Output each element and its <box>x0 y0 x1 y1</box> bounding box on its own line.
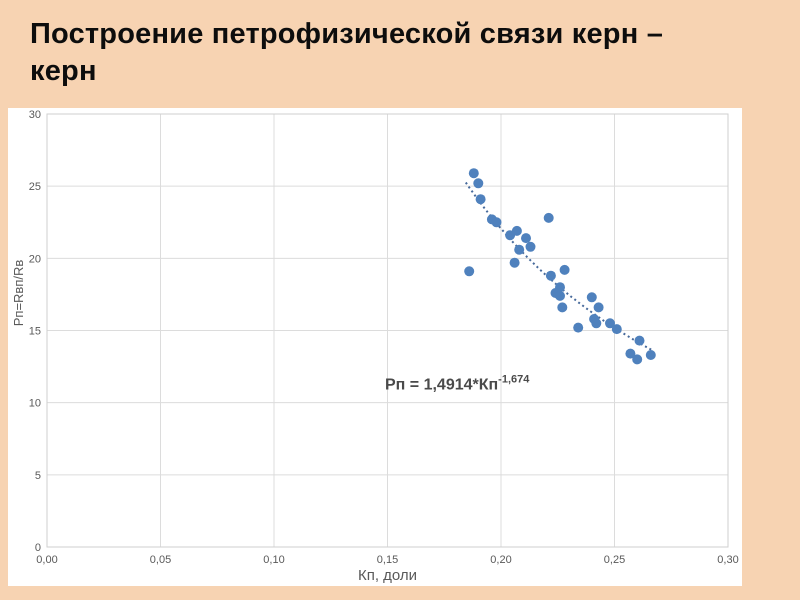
scatter-point <box>555 290 565 301</box>
scatter-point <box>475 194 486 205</box>
scatter-point <box>525 241 536 252</box>
y-tick-label: 30 <box>29 109 41 121</box>
scatter-point <box>509 257 520 268</box>
scatter-point <box>645 350 656 360</box>
scatter-point <box>473 178 484 189</box>
scatter-point <box>559 264 570 275</box>
scatter-point <box>543 212 554 223</box>
slide-title: Построение петрофизической связи керн – … <box>30 16 750 90</box>
scatter-point <box>514 244 525 255</box>
y-axis-title: Рп=Rвп/Rв <box>11 260 26 327</box>
scatter-point <box>491 217 502 228</box>
slide-title-line-2: керн <box>30 55 97 87</box>
scatter-point <box>511 225 522 236</box>
x-tick-label: 0,30 <box>717 554 738 566</box>
trendline-equation-exponent: -1,674 <box>498 374 530 386</box>
plot-border <box>46 113 729 548</box>
y-tick-label: 20 <box>29 253 41 265</box>
scatter-point <box>605 318 615 329</box>
x-tick-label: 0,00 <box>36 554 57 566</box>
scatter-chart: 0,00 0,05 0,10 0,15 0,20 0,25 0,30 0 5 10 15 20 25 30… <box>11 109 739 584</box>
x-tick-label: 0,05 <box>150 554 171 566</box>
trendline <box>464 181 654 352</box>
scatter-point <box>586 292 597 303</box>
scatter-point <box>593 302 604 313</box>
slide-title-line-1: Построение петрофизической связи керн – <box>30 18 664 50</box>
x-tick-label: 0,20 <box>490 554 511 566</box>
y-tick-label: 10 <box>29 398 41 410</box>
scatter-point <box>625 348 636 359</box>
scatter-point <box>591 318 602 329</box>
scatter-point <box>464 266 475 277</box>
scatter-point <box>632 354 643 365</box>
y-tick-label: 0 <box>35 542 41 554</box>
scatter-point <box>521 233 531 244</box>
chart-panel: 0,00 0,05 0,10 0,15 0,20 0,25 0,30 0 5 10 15 20 25 30… <box>8 108 742 586</box>
y-tick-label: 25 <box>29 181 41 193</box>
trendline-equation: Рп = 1,4914*Кп-1,674 <box>385 374 530 394</box>
scatter-point <box>557 302 568 313</box>
y-tick-label: 15 <box>29 326 41 338</box>
scatter-point <box>573 322 584 333</box>
y-tick-label: 5 <box>35 470 41 482</box>
scatter-point <box>634 335 645 346</box>
scatter-point <box>611 324 622 335</box>
x-tick-label: 0,15 <box>377 554 398 566</box>
x-tick-label: 0,10 <box>263 554 284 566</box>
x-axis-title: Кп, доли <box>358 567 417 584</box>
scatter-point <box>468 168 479 179</box>
scatter-point <box>545 270 556 281</box>
x-tick-label: 0,25 <box>604 554 625 566</box>
